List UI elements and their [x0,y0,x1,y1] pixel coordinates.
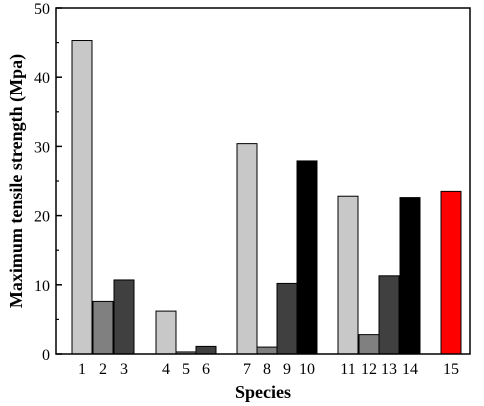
bar-species-11 [337,195,359,355]
bar-species-12 [358,334,380,355]
bars-group [71,40,462,355]
x-tick-label: 11 [340,361,355,378]
y-tick-label: 0 [42,347,50,364]
x-tick-label: 1 [78,361,86,378]
bar-species-2 [92,300,114,355]
y-axis-ticks: 0 10 20 30 40 50 [34,1,62,364]
x-tick-label: 5 [182,361,190,378]
x-tick-label: 9 [283,361,291,378]
x-tick-label: 6 [202,361,210,378]
bar-species-9 [276,282,298,355]
x-tick-label: 3 [120,361,128,378]
y-tick-label: 30 [34,139,50,156]
bar-species-6 [195,345,217,355]
x-tick-label: 14 [402,361,418,378]
y-tick-label: 20 [34,209,50,226]
x-tick-label: 2 [99,361,107,378]
bar-species-10 [296,160,318,355]
bar-species-8 [256,346,278,355]
bar-species-13 [378,275,400,355]
x-tick-label: 10 [299,361,315,378]
y-tick-label: 40 [34,70,50,87]
x-tick-label: 12 [361,361,377,378]
y-axis-label: Maximum tensile strength (Mpa) [6,54,27,308]
bar-species-1 [71,40,93,355]
plot-frame [55,7,471,355]
x-tick-label: 7 [243,361,251,378]
bar-species-14 [399,197,421,355]
x-axis-ticks: 1 2 3 4 5 6 7 8 9 10 11 12 13 14 15 [78,361,459,378]
y-tick-label: 10 [34,278,50,295]
x-tick-label: 4 [162,361,170,378]
bar-species-4 [155,310,177,355]
x-tick-label: 13 [381,361,397,378]
bar-species-15 [440,190,462,355]
x-tick-label: 8 [263,361,271,378]
y-tick-label: 50 [34,1,50,18]
x-tick-label: 15 [443,361,459,378]
bar-species-3 [113,279,135,355]
bar-species-7 [236,143,258,355]
x-axis-label: Species [235,382,291,402]
